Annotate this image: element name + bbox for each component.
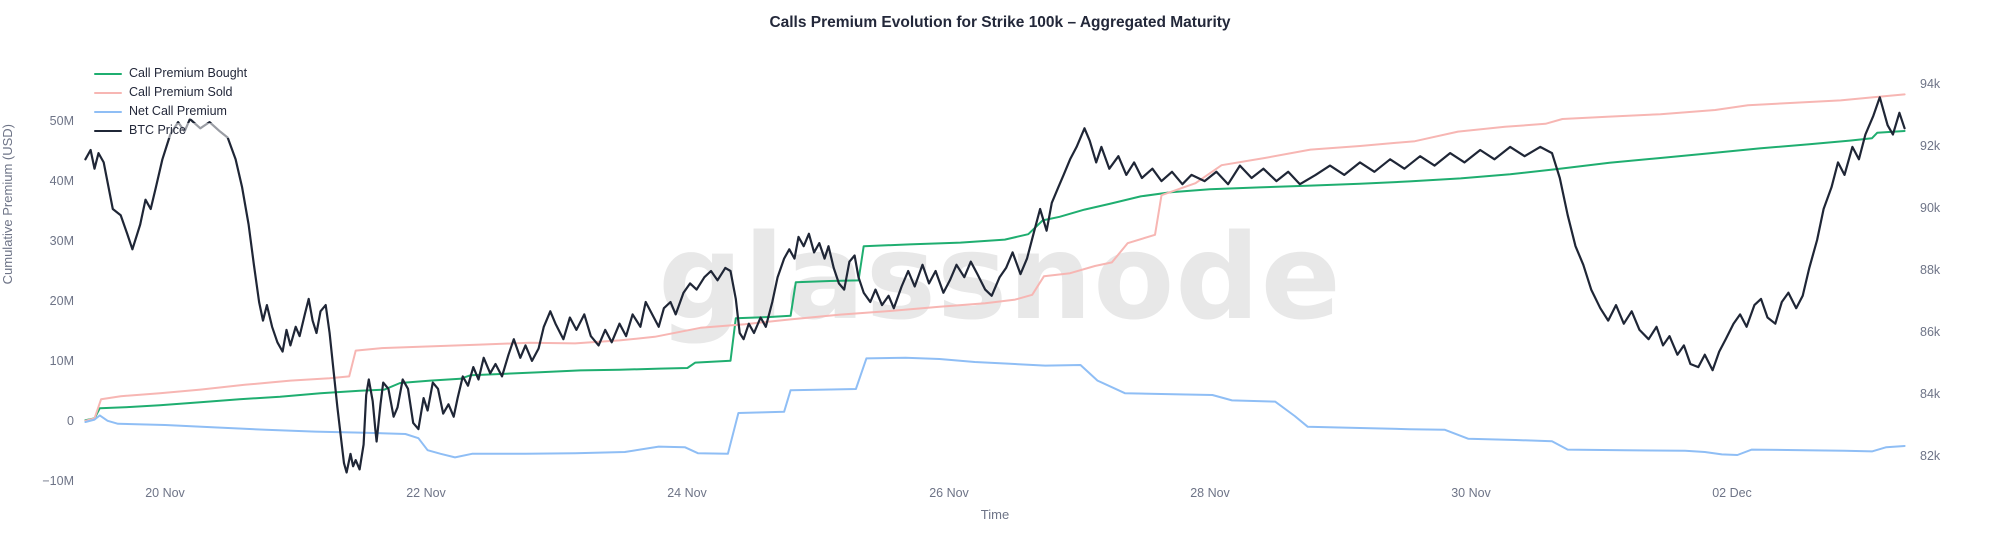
legend-label-net-call-premium: Net Call Premium — [129, 104, 227, 118]
y-left-tick-10M: 10M — [49, 354, 74, 368]
x-tick-28-Nov: 28 Nov — [1190, 486, 1230, 500]
legend-item-call-premium-bought[interactable]: Call Premium Bought — [94, 66, 248, 81]
y-right-tick-84k: 84k — [1920, 387, 1941, 401]
x-tick-24-Nov: 24 Nov — [667, 486, 707, 500]
legend-swatch-call-premium-bought — [94, 72, 122, 75]
legend-item-btc-price[interactable]: BTC Price — [94, 123, 248, 138]
x-tick-20-Nov: 20 Nov — [145, 486, 185, 500]
series-line-btc-price — [84, 96, 1906, 474]
legend-swatch-btc-price — [94, 129, 122, 132]
legend-label-call-premium-bought: Call Premium Bought — [129, 66, 248, 80]
legend-swatch-call-premium-sold — [94, 91, 122, 94]
x-tick-02-Dec: 02 Dec — [1712, 486, 1752, 500]
y-right-tick-90k: 90k — [1920, 201, 1941, 215]
y-right-tick-94k: 94k — [1920, 77, 1941, 91]
legend-item-net-call-premium[interactable]: Net Call Premium — [94, 104, 248, 119]
series-line-call-premium-sold — [84, 93, 1906, 422]
y-left-tick-50M: 50M — [49, 114, 74, 128]
y-left-tick-40M: 40M — [49, 174, 74, 188]
x-axis-title: Time — [980, 507, 1010, 522]
series-line-net-call-premium — [84, 356, 1906, 459]
y-right-tick-88k: 88k — [1920, 263, 1941, 277]
legend-swatch-net-call-premium — [94, 110, 122, 113]
x-tick-30-Nov: 30 Nov — [1451, 486, 1491, 500]
x-tick-26-Nov: 26 Nov — [929, 486, 969, 500]
legend-label-btc-price: BTC Price — [129, 123, 186, 137]
plot-area[interactable] — [85, 62, 1905, 470]
y-right-tick-92k: 92k — [1920, 139, 1941, 153]
series-layer — [84, 93, 1906, 474]
legend: Call Premium Bought Call Premium Sold Net … — [94, 66, 248, 138]
y-right-tick-86k: 86k — [1920, 325, 1941, 339]
left-axis-title-text: Cumulative Premium (USD) — [0, 123, 15, 285]
x-tick-22-Nov: 22 Nov — [406, 486, 446, 500]
y-left-tick-20M: 20M — [49, 294, 74, 308]
page-title: Calls Premium Evolution for Strike 100k … — [769, 14, 1231, 31]
y-left-tick-−10M: −10M — [42, 474, 74, 488]
y-right-tick-82k: 82k — [1920, 449, 1941, 463]
legend-item-call-premium-sold[interactable]: Call Premium Sold — [94, 85, 248, 100]
legend-label-call-premium-sold: Call Premium Sold — [129, 85, 233, 99]
y-left-tick-0: 0 — [67, 414, 74, 428]
y-left-tick-30M: 30M — [49, 234, 74, 248]
